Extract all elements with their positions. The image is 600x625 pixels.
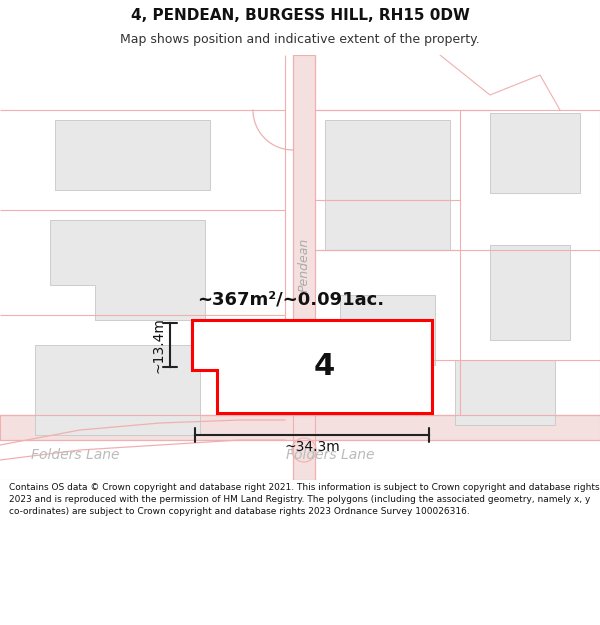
Text: ~34.3m: ~34.3m — [284, 440, 340, 454]
Text: Folders Lane: Folders Lane — [286, 448, 374, 462]
Text: 4: 4 — [314, 352, 335, 381]
Text: ~367m²/~0.091ac.: ~367m²/~0.091ac. — [197, 290, 384, 308]
Text: 4, PENDEAN, BURGESS HILL, RH15 0DW: 4, PENDEAN, BURGESS HILL, RH15 0DW — [131, 8, 469, 23]
Polygon shape — [192, 320, 432, 413]
Polygon shape — [490, 113, 580, 193]
Polygon shape — [35, 345, 200, 435]
Polygon shape — [490, 245, 570, 340]
Polygon shape — [455, 360, 555, 425]
Text: Map shows position and indicative extent of the property.: Map shows position and indicative extent… — [120, 33, 480, 46]
Polygon shape — [55, 120, 210, 190]
Text: Contains OS data © Crown copyright and database right 2021. This information is : Contains OS data © Crown copyright and d… — [9, 483, 599, 516]
Polygon shape — [0, 415, 600, 440]
Polygon shape — [340, 295, 435, 365]
Text: ~13.4m: ~13.4m — [151, 317, 165, 373]
Text: Folders Lane: Folders Lane — [31, 448, 119, 462]
Polygon shape — [292, 438, 316, 462]
Polygon shape — [325, 120, 450, 250]
Text: Pendean: Pendean — [298, 238, 311, 292]
Polygon shape — [50, 220, 205, 320]
Polygon shape — [293, 55, 315, 480]
